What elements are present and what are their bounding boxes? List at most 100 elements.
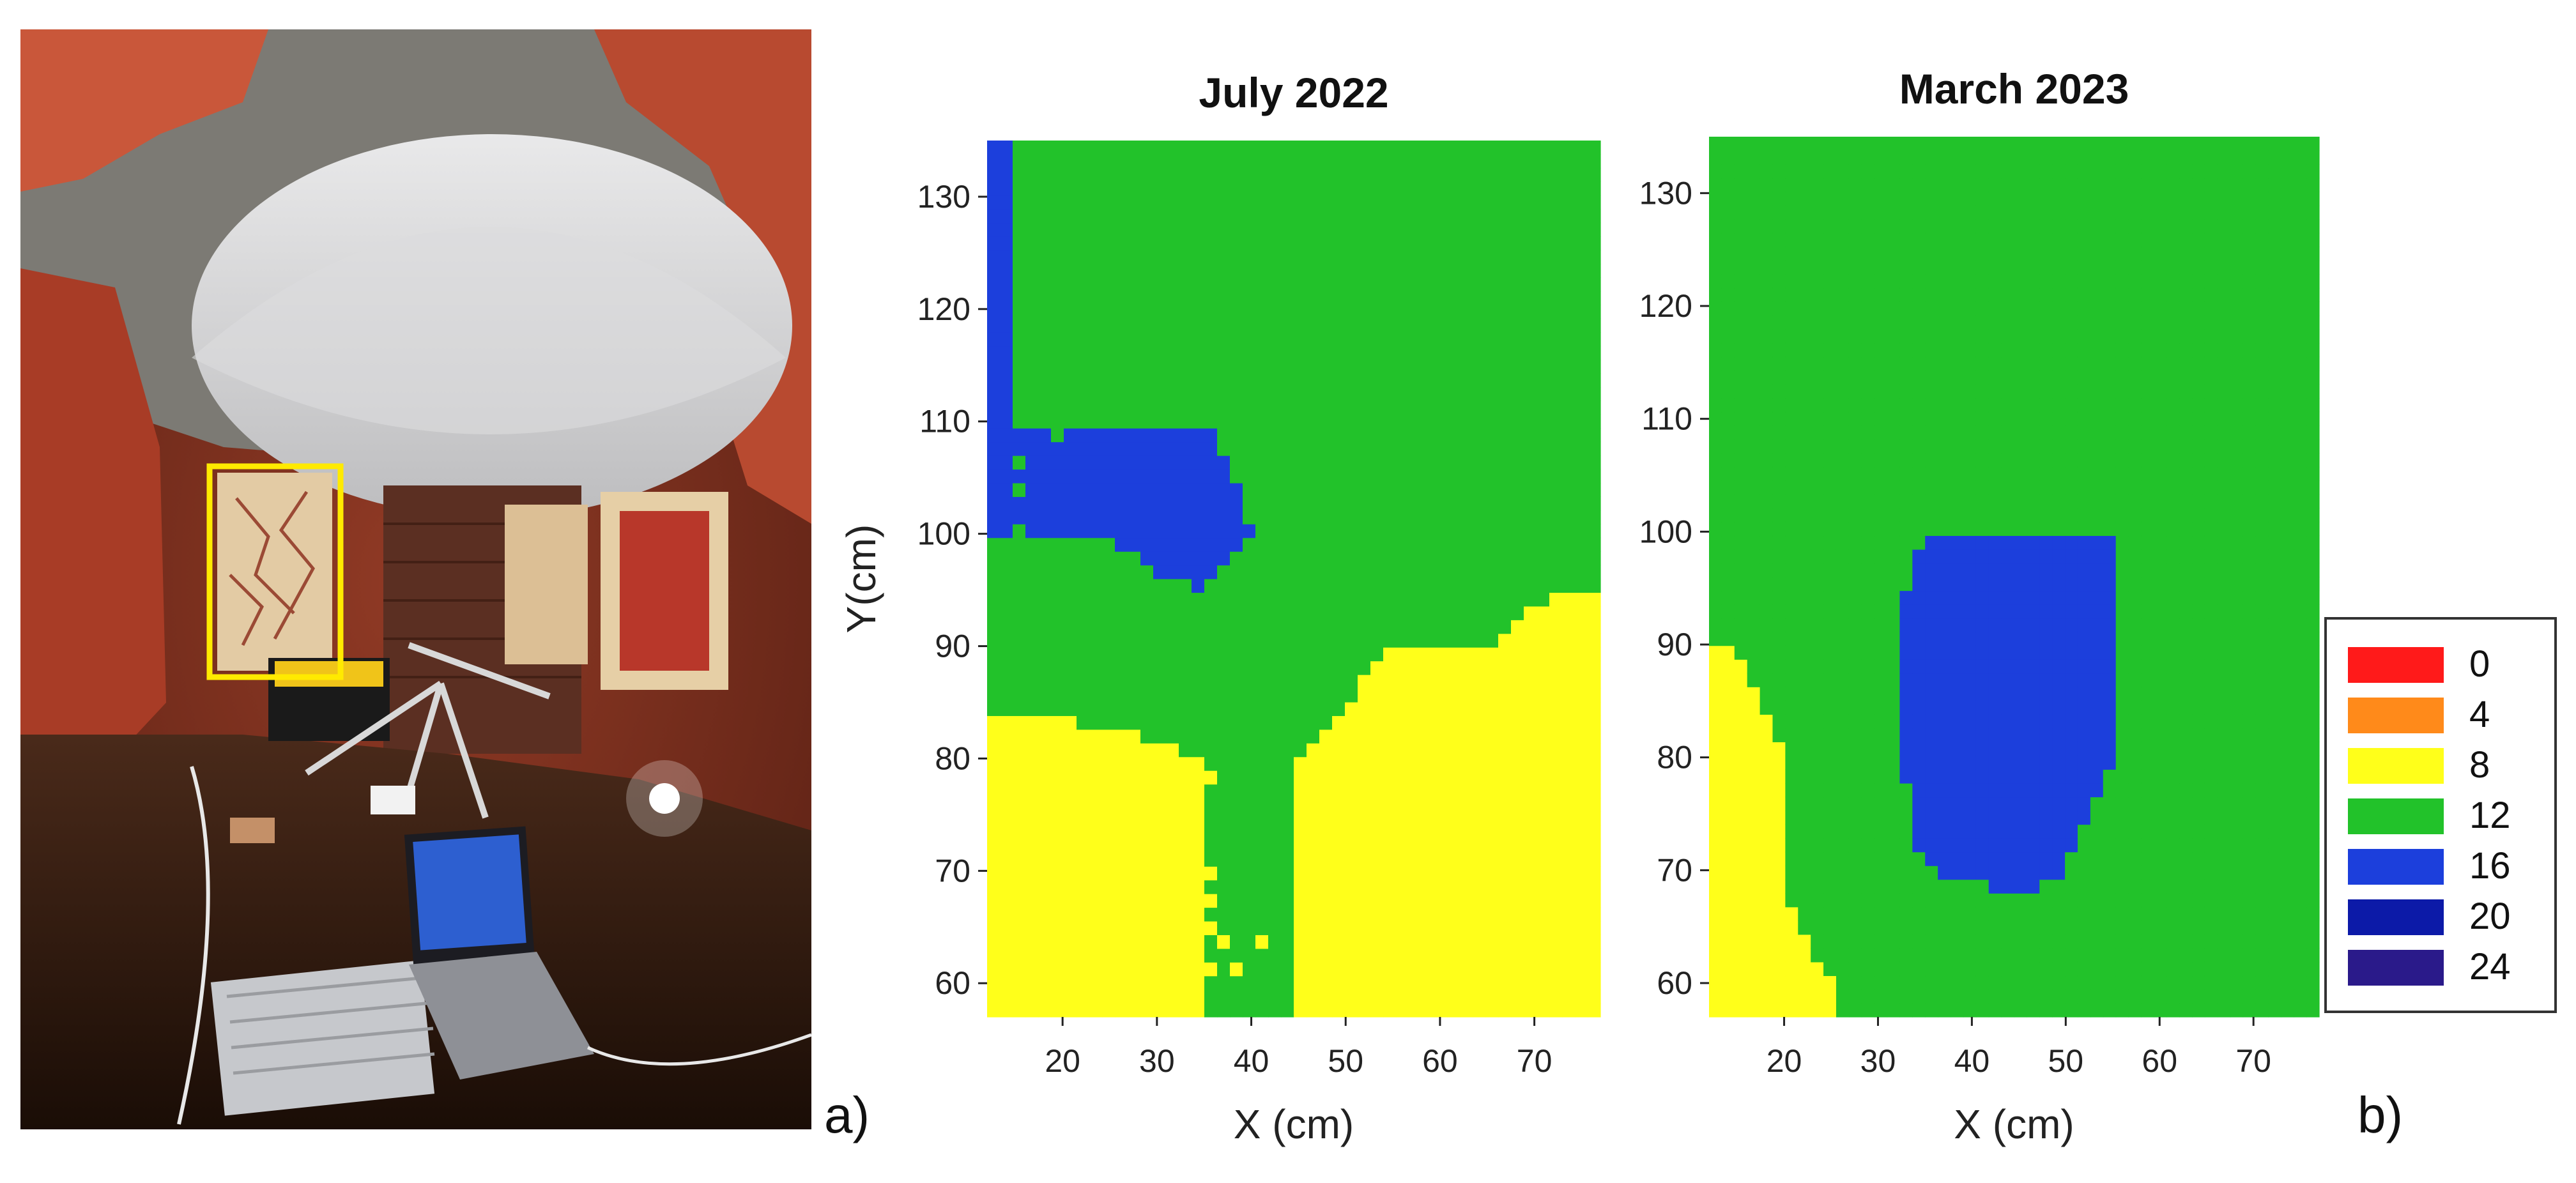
contour-cell <box>1709 205 1722 220</box>
contour-cell <box>2052 411 2066 426</box>
contour-cell <box>2077 769 2091 784</box>
contour-cell <box>1345 620 1358 634</box>
contour-cell <box>1925 961 1938 977</box>
contour-cell <box>1963 604 1977 619</box>
contour-cell <box>1874 260 1888 275</box>
contour-cell <box>1887 535 1901 550</box>
contour-cell <box>1409 277 1422 292</box>
contour-cell <box>1524 469 1537 484</box>
contour-cell <box>2039 920 2053 935</box>
contour-cell <box>1511 866 1524 881</box>
contour-cell <box>1025 510 1039 524</box>
contour-cell <box>1562 948 1575 963</box>
contour-cell <box>1734 480 1748 495</box>
contour-cell <box>1938 948 1951 963</box>
contour-cell <box>1562 811 1575 826</box>
contour-cell <box>1025 386 1039 401</box>
contour-cell <box>1217 688 1230 703</box>
contour-cell <box>1396 524 1409 538</box>
contour-cell <box>1887 233 1901 247</box>
contour-cell <box>1013 373 1026 388</box>
contour-cell <box>1811 948 1824 963</box>
contour-cell <box>1077 167 1090 182</box>
contour-cell <box>1485 209 1499 224</box>
contour-cell <box>1485 195 1499 210</box>
contour-cell <box>1963 906 1977 921</box>
contour-cell <box>1912 398 1926 413</box>
contour-cell <box>2039 824 2053 839</box>
contour-cell <box>1988 274 2002 289</box>
contour-cell <box>2014 975 2027 990</box>
contour-cell <box>1562 360 1575 374</box>
contour-cell <box>1709 782 1722 798</box>
contour-cell <box>1861 728 1875 742</box>
contour-cell <box>2001 687 2015 701</box>
contour-cell <box>1549 1003 1563 1018</box>
contour-cell <box>1473 839 1486 853</box>
contour-cell <box>1772 728 1786 742</box>
contour-cell <box>2052 687 2066 701</box>
contour-cell <box>1524 948 1537 963</box>
contour-cell <box>1064 701 1077 716</box>
contour-cell <box>1268 441 1282 456</box>
contour-cell <box>1549 962 1563 977</box>
contour-cell <box>1848 673 1862 687</box>
contour-cell <box>1721 893 1735 908</box>
contour-cell <box>1460 620 1473 634</box>
contour-cell <box>987 441 1000 456</box>
contour-cell <box>2001 480 2015 495</box>
contour-cell <box>1077 756 1090 771</box>
contour-cell <box>1332 866 1346 881</box>
contour-cell <box>1811 287 1824 302</box>
contour-cell <box>1153 401 1167 415</box>
contour-cell <box>1345 701 1358 716</box>
contour-cell <box>2052 274 2066 289</box>
contour-cell <box>1140 715 1154 730</box>
contour-cell <box>1498 510 1512 524</box>
contour-cell <box>1951 948 1964 963</box>
contour-cell <box>1268 469 1282 484</box>
contour-cell <box>1383 277 1397 292</box>
contour-cell <box>1498 894 1512 908</box>
contour-cell <box>987 482 1000 497</box>
contour-cell <box>1811 398 1824 413</box>
contour-cell <box>2065 425 2078 440</box>
contour-cell <box>1734 260 1748 275</box>
contour-cell <box>1345 935 1358 949</box>
contour-cell <box>1938 659 1951 674</box>
contour-cell <box>1874 466 1888 481</box>
contour-cell <box>1370 989 1384 1004</box>
contour-cell <box>1549 729 1563 744</box>
contour-cell <box>1140 455 1154 470</box>
contour-cell <box>1811 659 1824 674</box>
contour-cell <box>1823 700 1837 715</box>
contour-cell <box>1874 782 1888 798</box>
contour-cell <box>1772 769 1786 784</box>
contour-cell <box>1383 386 1397 401</box>
contour-cell <box>1588 250 1601 264</box>
contour-cell <box>1102 401 1116 415</box>
contour-cell <box>1524 1003 1537 1018</box>
contour-cell <box>1409 852 1422 867</box>
contour-cell <box>1709 920 1722 935</box>
contour-cell <box>1217 743 1230 758</box>
contour-cell <box>1166 332 1179 347</box>
contour-cell <box>1899 797 1913 811</box>
contour-cell <box>1798 466 1811 481</box>
contour-cell <box>1836 577 1850 592</box>
contour-cell <box>1988 755 2002 770</box>
contour-cell <box>1823 961 1837 977</box>
contour-cell <box>1785 893 1798 908</box>
contour-cell <box>1511 469 1524 484</box>
contour-cell <box>987 701 1000 716</box>
contour-cell <box>1383 798 1397 813</box>
contour-cell <box>1460 647 1473 662</box>
contour-cell <box>1434 715 1448 730</box>
contour-cell <box>1192 688 1205 703</box>
contour-cell <box>1473 551 1486 566</box>
contour-cell <box>1823 219 1837 234</box>
contour-cell <box>1747 342 1761 358</box>
contour-cell <box>1319 688 1333 703</box>
contour-cell <box>1396 551 1409 566</box>
contour-cell <box>987 907 1000 922</box>
